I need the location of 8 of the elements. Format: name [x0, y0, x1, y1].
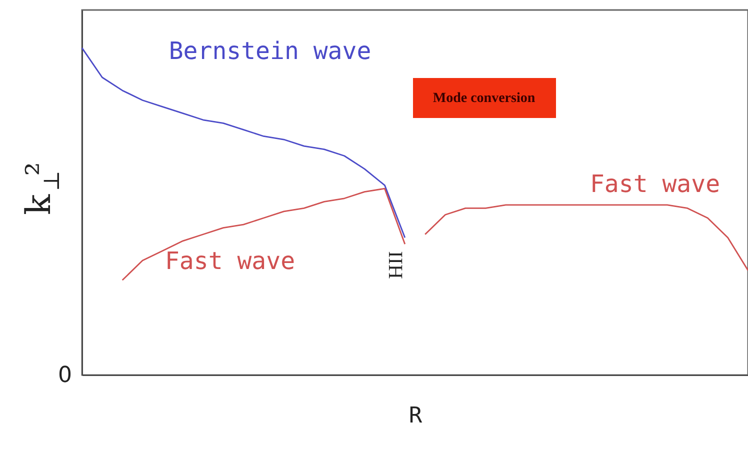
annotation: Mode conversion [432, 91, 536, 106]
series-label: Fast wave [590, 170, 720, 198]
y-axis-title: k⊥² [19, 162, 65, 215]
series-label: Fast wave [164, 247, 296, 275]
annotation: IIH [384, 251, 406, 279]
series-label: Bernstein wave [168, 37, 372, 65]
x-axis-title: R [408, 404, 423, 428]
text: 0 [58, 363, 72, 388]
